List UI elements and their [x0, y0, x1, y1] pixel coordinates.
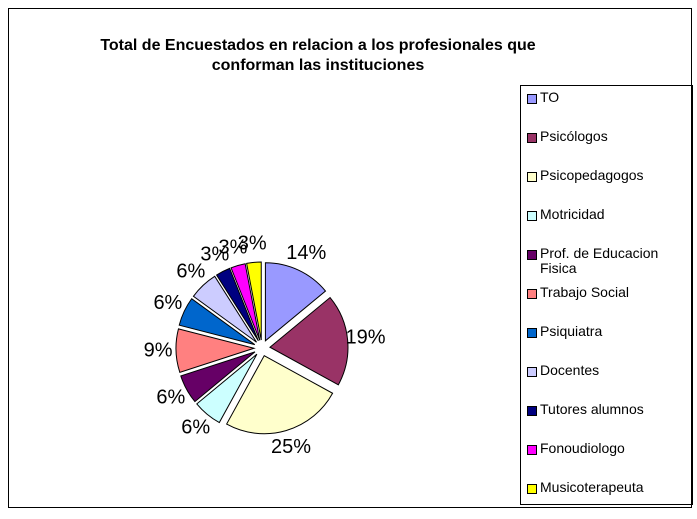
legend-swatch — [527, 367, 537, 377]
data-label: 3% — [238, 233, 267, 255]
legend-label: Docentes — [540, 362, 600, 378]
legend-label: Psicólogos — [540, 128, 608, 144]
pie-slice — [246, 261, 262, 341]
legend-swatch — [527, 289, 537, 299]
legend-label: Motricidad — [540, 206, 605, 222]
legend-swatch — [527, 133, 537, 143]
legend-item: Psicopedagogos — [521, 168, 692, 207]
legend-label: Prof. de Educacion Fisica — [540, 245, 659, 276]
pie-slice — [215, 267, 259, 342]
data-label: 25% — [271, 436, 311, 458]
legend-swatch — [527, 406, 537, 416]
pie-slice — [175, 328, 256, 373]
legend-item: Tutores alumnos — [521, 402, 692, 441]
pie-slice — [178, 298, 256, 346]
legend-swatch — [527, 172, 537, 182]
legend-item: Psiquiatra — [521, 324, 692, 363]
legend-label: Musicoterapeuta — [540, 479, 644, 495]
legend-swatch — [527, 211, 537, 221]
legend-item: Musicoterapeuta — [521, 480, 692, 519]
legend-item: Psicólogos — [521, 129, 692, 168]
legend-item: Motricidad — [521, 207, 692, 246]
data-label: 14% — [286, 242, 326, 264]
data-label: 6% — [176, 260, 205, 282]
legend-item: TO — [521, 90, 692, 129]
data-label: 9% — [144, 340, 173, 362]
pie-area: 14%19%25%6%6%9%6%6%3%3%3% — [144, 233, 386, 458]
pie-slice — [230, 263, 261, 341]
chart-title: Total de Encuestados en relacion a los p… — [100, 37, 536, 74]
legend-swatch — [527, 484, 537, 494]
legend-item: Prof. de Educacion Fisica — [521, 246, 692, 285]
legend-label: Psicopedagogos — [540, 167, 644, 183]
legend-swatch — [527, 445, 537, 455]
legend-swatch — [527, 94, 537, 104]
pie-slice — [269, 296, 349, 386]
data-label: 3% — [200, 244, 229, 266]
legend-label: Psiquiatra — [540, 323, 603, 339]
legend-label: Fonoudiologo — [540, 440, 625, 456]
legend-item: Trabajo Social — [521, 285, 692, 324]
legend-item: Fonoudiologo — [521, 441, 692, 480]
data-label: 6% — [181, 416, 210, 438]
pie-slice — [225, 355, 334, 435]
legend-label: Trabajo Social — [540, 284, 629, 300]
legend-label: TO — [540, 89, 560, 105]
legend-swatch — [527, 328, 537, 338]
legend-swatch — [527, 250, 537, 260]
page: Total de Encuestados en relacion a los p… — [8, 8, 693, 508]
legend-item: Docentes — [521, 363, 692, 402]
data-label: 6% — [153, 292, 182, 314]
data-label: 6% — [156, 386, 185, 408]
pie-slice — [196, 353, 258, 424]
pie-slice — [180, 351, 256, 403]
data-label: 3% — [219, 236, 248, 258]
legend-label: Tutores alumnos — [540, 401, 644, 417]
pie-slice — [192, 275, 257, 343]
legend: TO Psicólogos Psicopedagogos Motricidad Prof… — [520, 85, 693, 505]
data-label: 19% — [346, 326, 386, 348]
pie-slice — [264, 262, 327, 342]
